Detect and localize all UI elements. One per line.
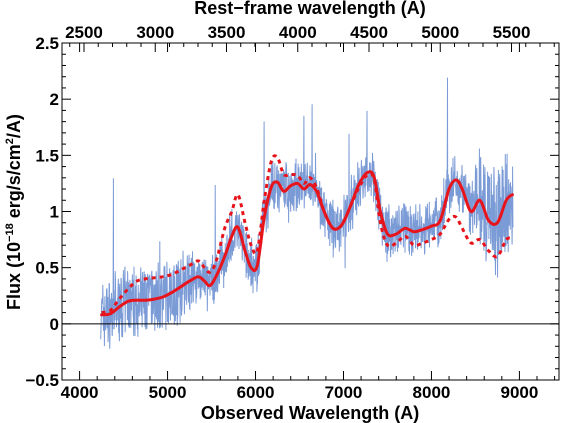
y-tick-label: 1.5 — [35, 146, 59, 165]
x-tick-label: 7000 — [325, 383, 363, 402]
y-axis-title-unit: erg/s/cm — [4, 144, 24, 223]
y-tick-label: 0.5 — [35, 259, 59, 278]
model-series-dotted-line — [101, 154, 513, 315]
observed-spectrum-layer — [100, 77, 514, 349]
y-axis-ticks: −0.5 0 0.5 1 1.5 2 2.5 — [25, 34, 559, 390]
x-tick-label: 8000 — [413, 383, 451, 402]
y-tick-label: −0.5 — [25, 371, 59, 390]
model-series-solid-line — [100, 170, 514, 317]
x-tick-label: 6000 — [237, 383, 275, 402]
y-axis-title-area-exponent: 2 — [4, 138, 16, 144]
observed-spectrum-line — [100, 77, 514, 349]
x-tick-label: 4000 — [61, 383, 99, 402]
x-tick-label: 9000 — [501, 383, 539, 402]
x-axis-title: Observed Wavelength (A) — [201, 403, 419, 423]
model-series-layer — [100, 154, 514, 317]
y-axis-title: Flux (10−18 erg/s/cm2/A) — [4, 114, 24, 310]
y-tick-label: 0 — [50, 315, 59, 334]
x2-tick-label: 5500 — [493, 23, 531, 42]
rest-frame-axis-ticks: 2500 3000 3500 4000 4500 5000 5500 — [65, 23, 555, 52]
y-tick-label: 1 — [50, 203, 59, 222]
y-axis-title-exponent: −18 — [4, 223, 16, 242]
x2-tick-label: 4500 — [350, 23, 388, 42]
y-tick-label: 2.5 — [35, 34, 59, 53]
x-axis-ticks: 4000 5000 6000 7000 8000 9000 — [61, 43, 556, 402]
rest-frame-axis-title: Rest−frame wavelength (A) — [194, 0, 426, 18]
x-tick-label: 5000 — [149, 383, 187, 402]
y-tick-label: 2 — [50, 90, 59, 109]
x2-tick-label: 2500 — [65, 23, 103, 42]
y-axis-title-main: Flux (10 — [4, 242, 24, 310]
x2-tick-label: 3000 — [136, 23, 174, 42]
x2-tick-label: 5000 — [421, 23, 459, 42]
x2-tick-label: 3500 — [208, 23, 246, 42]
y-axis-title-end: /A) — [4, 114, 24, 138]
x2-tick-label: 4000 — [279, 23, 317, 42]
